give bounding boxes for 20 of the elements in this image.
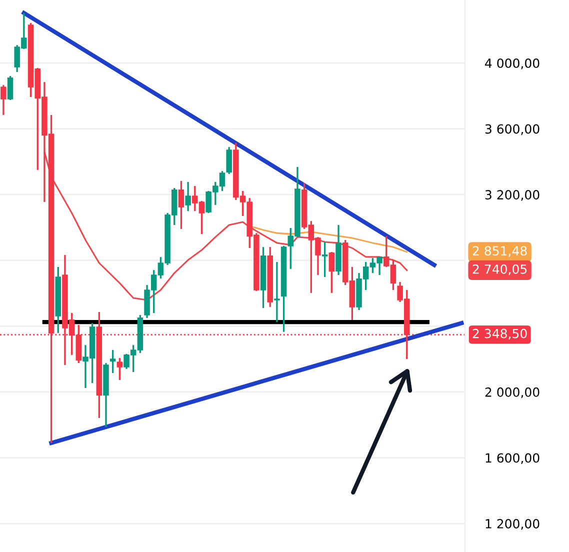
- candlestick: [116, 357, 123, 381]
- y-tick-label: 3 200,00: [485, 190, 540, 201]
- candlestick: [7, 75, 14, 101]
- text: 2 740,05: [472, 264, 527, 276]
- candlestick: [226, 146, 232, 175]
- text: 2 851,48: [472, 246, 527, 257]
- y-tick-label: 3 600,00: [485, 124, 540, 135]
- candlestick: [274, 261, 280, 323]
- y-tick-label: 2 000,00: [485, 387, 540, 398]
- line-series: [44, 151, 408, 301]
- candlestick: [178, 180, 184, 230]
- y-tick-label: 1 200,00: [486, 519, 540, 530]
- candlestick: [0, 84, 6, 116]
- y-tick-label: 4 000,00: [485, 58, 540, 70]
- candlestick: [185, 181, 191, 212]
- y-tick-label: 1 600,00: [486, 453, 540, 464]
- candlestick: [322, 241, 328, 278]
- ref-line-label: 2 348,50: [472, 328, 527, 340]
- candlestick: [110, 349, 116, 374]
- candlestick: [328, 251, 335, 294]
